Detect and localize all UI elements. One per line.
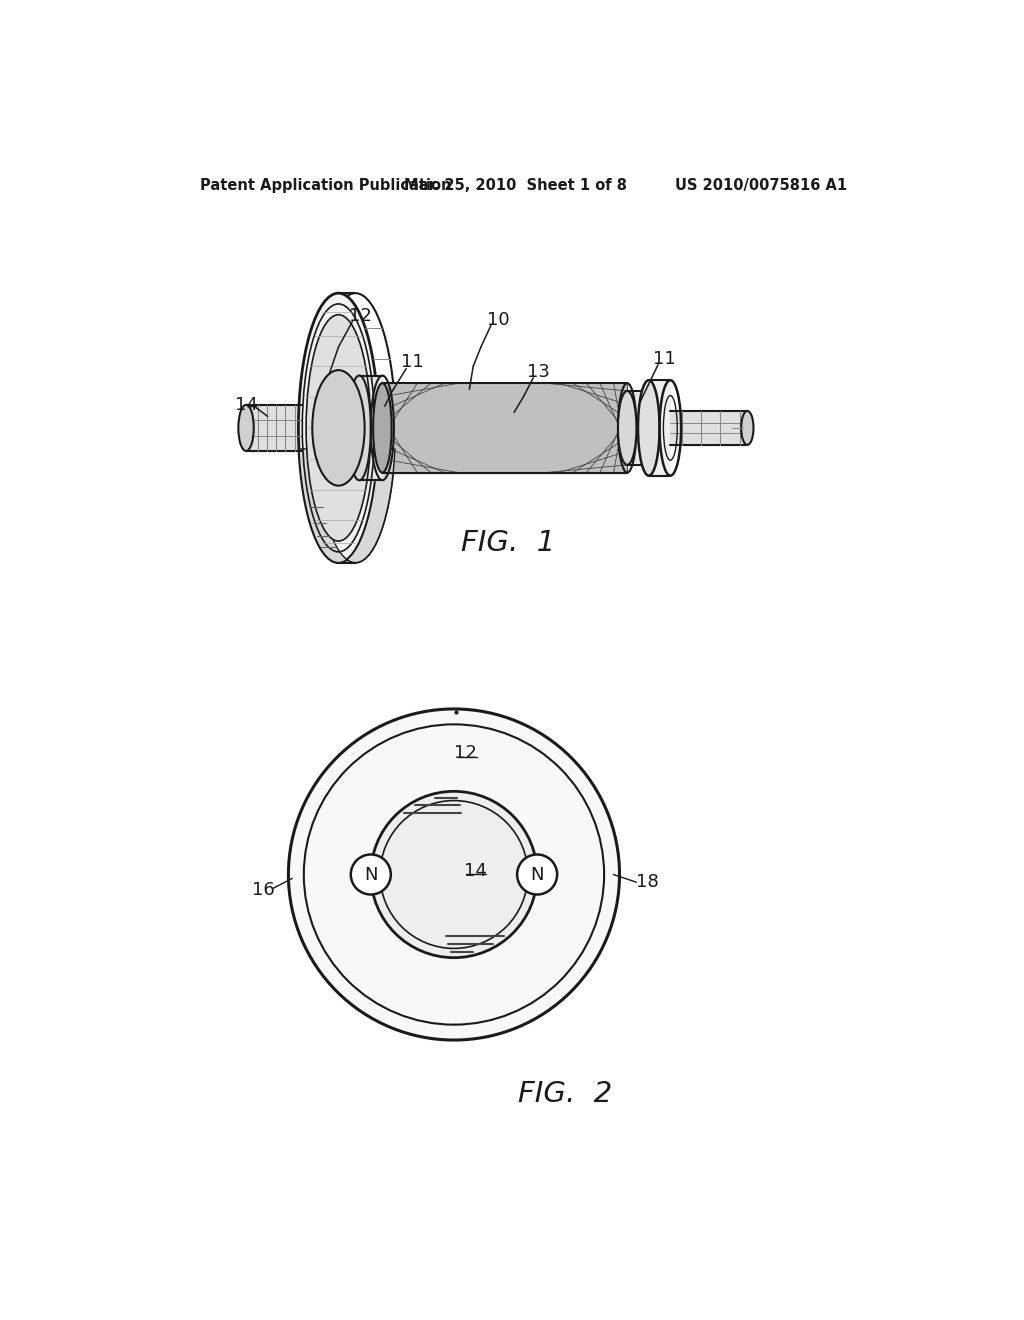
Circle shape	[289, 709, 620, 1040]
Text: Patent Application Publication: Patent Application Publication	[200, 178, 452, 193]
Circle shape	[517, 854, 557, 895]
Ellipse shape	[239, 405, 254, 451]
Text: N: N	[365, 866, 378, 883]
Text: FIG.  1: FIG. 1	[461, 529, 555, 557]
Ellipse shape	[298, 293, 379, 562]
Text: 12: 12	[454, 744, 477, 762]
Text: 14: 14	[234, 396, 257, 413]
Text: 14: 14	[464, 862, 487, 879]
Polygon shape	[299, 449, 395, 562]
Text: Mar. 25, 2010  Sheet 1 of 8: Mar. 25, 2010 Sheet 1 of 8	[404, 178, 627, 193]
Circle shape	[371, 792, 538, 958]
Ellipse shape	[638, 380, 659, 475]
Text: 12: 12	[348, 308, 372, 325]
Ellipse shape	[373, 383, 391, 473]
Text: 10: 10	[487, 312, 510, 329]
Ellipse shape	[741, 411, 754, 445]
Text: N: N	[530, 866, 544, 883]
Text: 16: 16	[252, 880, 275, 899]
Text: 11: 11	[652, 350, 676, 367]
Ellipse shape	[348, 376, 371, 480]
Text: 11: 11	[401, 354, 424, 371]
Circle shape	[351, 854, 391, 895]
Text: 18: 18	[636, 874, 658, 891]
Text: FIG.  2: FIG. 2	[518, 1080, 612, 1107]
Ellipse shape	[312, 370, 365, 486]
Ellipse shape	[306, 314, 371, 541]
Text: US 2010/0075816 A1: US 2010/0075816 A1	[675, 178, 847, 193]
Text: 13: 13	[527, 363, 550, 381]
Ellipse shape	[617, 391, 637, 465]
